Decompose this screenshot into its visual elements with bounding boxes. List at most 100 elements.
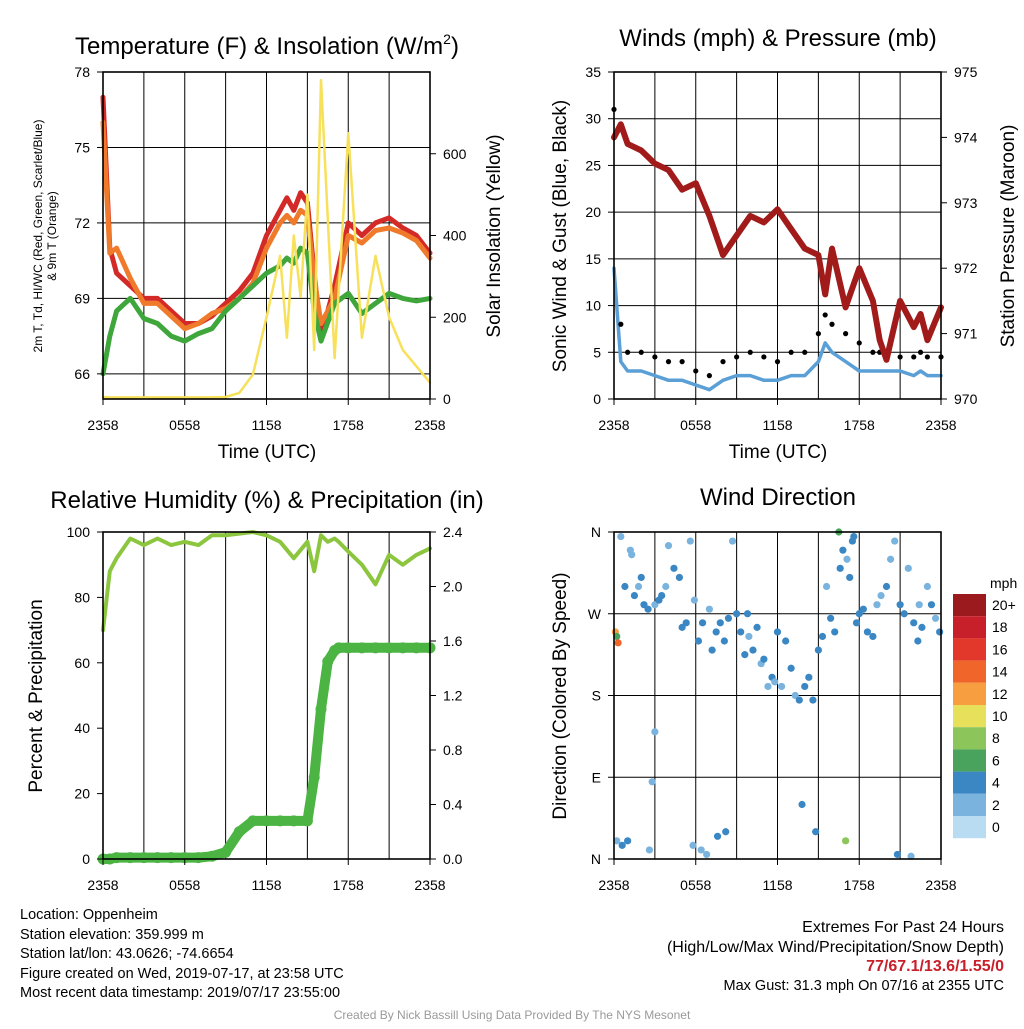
direction-point: [613, 837, 621, 845]
direction-point: [728, 537, 737, 545]
direction-point: [716, 619, 724, 627]
direction-point: [764, 682, 772, 691]
legend-swatch: [953, 749, 986, 772]
legend-label: 18: [992, 619, 1008, 635]
humidity-ytick-label: 100: [67, 524, 91, 540]
winds-ytick-right-label: 972: [954, 260, 978, 276]
direction-point: [831, 628, 839, 636]
precip-point: [308, 771, 320, 783]
extremes-title: Extremes For Past 24 Hours: [802, 919, 1004, 936]
humidity-ytick-label: 60: [74, 655, 90, 671]
direction-ytick-label: W: [588, 606, 602, 622]
gust-point: [774, 359, 781, 365]
legend-swatch: [953, 616, 986, 639]
gust-point: [625, 349, 631, 355]
winds-xtick-label: 1758: [844, 417, 875, 433]
precip-point: [383, 642, 395, 654]
gust-point: [829, 321, 835, 327]
rh-line: [101, 530, 432, 633]
extremes-info: Extremes For Past 24 Hours (High/Low/Max…: [667, 918, 1004, 996]
legend-label: 10: [992, 708, 1008, 724]
direction-point: [686, 537, 694, 545]
direction-point: [628, 551, 636, 559]
winds-ytick-label: 25: [585, 157, 601, 173]
direction-point: [859, 605, 867, 613]
gust-point: [693, 368, 699, 374]
temperature-xlabel: Time (UTC): [218, 442, 317, 463]
direction-ytick-label: N: [591, 851, 601, 867]
direction-point: [798, 800, 806, 809]
direction-xtick-label: 2358: [598, 877, 629, 893]
temperature-left-label-1: 2m T, Td, HI/WC (Red, Green, Scarlet/Blu…: [31, 120, 45, 353]
gust-point: [822, 312, 828, 318]
direction-point: [745, 632, 753, 641]
direction-point: [651, 728, 659, 736]
precip-point: [247, 815, 259, 827]
winds-left-label: Sonic Wind & Gust (Blue, Black): [550, 100, 571, 372]
direction-point: [814, 646, 822, 654]
gust-point: [665, 359, 672, 365]
precip-point: [124, 852, 136, 864]
temperature-ytick-right-label: 400: [443, 228, 467, 244]
winds-xtick-label: 2358: [925, 417, 956, 433]
humidity-ytick-right-label: 1.2: [443, 688, 463, 704]
direction-point: [818, 632, 827, 641]
direction-xtick-label: 1758: [844, 877, 875, 893]
temperature-ytick-label: 75: [74, 139, 90, 155]
direction-point: [753, 623, 761, 631]
direction-point: [697, 846, 705, 854]
winds-series-2: [611, 121, 944, 363]
humidity-ytick-label: 80: [74, 589, 90, 605]
direction-point: [613, 632, 621, 641]
winds-ytick-right-label: 975: [954, 64, 978, 80]
direction-point: [720, 637, 728, 645]
direction-point: [843, 555, 851, 563]
temperature-ytick-label: 69: [74, 290, 90, 306]
gust-point: [761, 354, 767, 360]
precip-point: [397, 642, 409, 654]
direction-point: [915, 601, 923, 609]
station-info-line: Most recent data timestamp: 2019/07/17 2…: [20, 985, 341, 1001]
direction-point: [910, 619, 918, 627]
direction-point: [724, 614, 733, 622]
legend-label: 14: [992, 664, 1008, 680]
direction-point: [743, 610, 752, 618]
temperature-title: Temperature (F) & Insolation (W/m2): [75, 31, 459, 60]
direction-point: [850, 532, 858, 541]
direction-point: [771, 678, 779, 686]
direction-point: [812, 828, 820, 836]
direction-ytick-label: N: [591, 524, 601, 540]
direction-point: [900, 610, 908, 618]
humidity-ytick-label: 0: [82, 851, 90, 867]
direction-point: [936, 628, 944, 636]
direction-title: Wind Direction: [700, 484, 856, 511]
humidity-ytick-right-label: 2.0: [443, 579, 463, 595]
precip-point: [333, 642, 345, 654]
winds-xlabel: Time (UTC): [729, 442, 828, 463]
direction-ytick-label: S: [592, 688, 601, 704]
humidity-ytick-right-label: 0.4: [443, 797, 463, 813]
humidity-xtick-label: 2358: [87, 877, 118, 893]
temperature-series-1: [100, 119, 433, 332]
direction-point: [809, 696, 817, 704]
direction-point: [645, 846, 654, 854]
direction-point: [682, 619, 690, 627]
winds-ytick-label: 30: [585, 111, 601, 127]
precip-point: [410, 642, 422, 654]
temperature-xtick-label: 2358: [414, 417, 445, 433]
direction-point: [886, 555, 895, 563]
gust-point: [747, 349, 753, 355]
humidity-ytick-label: 40: [74, 720, 90, 736]
direction-point: [658, 591, 666, 600]
direction-point: [931, 614, 940, 622]
direction-point: [712, 628, 720, 636]
temperature-ytick-right-label: 0: [443, 391, 451, 407]
winds-title: Winds (mph) & Pressure (mb): [619, 25, 936, 52]
direction-point: [918, 623, 926, 631]
winds-xtick-label: 2358: [598, 417, 629, 433]
precip-point: [261, 815, 272, 827]
direction-point: [869, 632, 877, 641]
precip-point: [322, 655, 334, 667]
direction-point: [801, 682, 809, 691]
